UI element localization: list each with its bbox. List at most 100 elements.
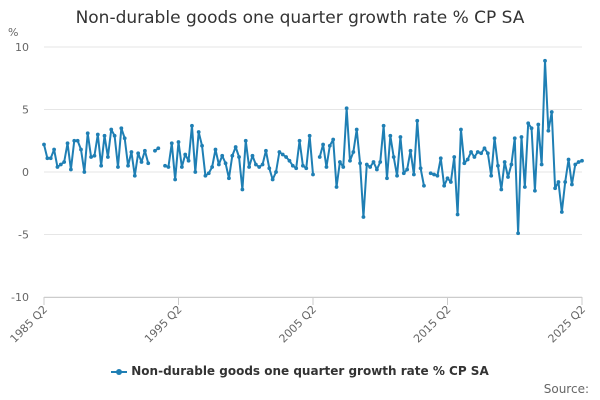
data-point [445, 176, 450, 181]
data-point [354, 127, 359, 132]
data-point [277, 150, 282, 154]
data-point [556, 180, 561, 184]
data-point [519, 135, 524, 139]
data-point [502, 160, 507, 164]
data-point [492, 136, 497, 141]
data-point [546, 128, 551, 133]
data-point [539, 162, 544, 167]
data-point [173, 177, 178, 182]
data-point [327, 143, 332, 148]
y-tick-label: -10 [11, 291, 29, 304]
data-point [216, 162, 221, 167]
data-point [304, 166, 309, 171]
data-point [499, 187, 504, 192]
data-point [294, 166, 299, 171]
data-point [52, 147, 56, 152]
data-point [482, 146, 487, 151]
data-point [448, 180, 453, 184]
data-point [260, 162, 265, 167]
data-point [190, 123, 194, 128]
y-unit-label: % [8, 26, 18, 39]
data-point [472, 155, 477, 159]
data-point [408, 148, 413, 153]
data-point [398, 135, 403, 139]
data-point [297, 138, 302, 143]
data-point [391, 155, 396, 159]
data-point [109, 127, 114, 132]
y-tick-label: 5 [22, 104, 29, 117]
data-point [153, 148, 157, 153]
x-axis-labels: 1985 Q2 1995 Q2 2005 Q2 2015 Q2 2025 Q2 [8, 303, 589, 346]
data-point [186, 158, 191, 163]
data-point [432, 172, 436, 177]
data-point [220, 153, 225, 158]
data-point [183, 152, 188, 157]
data-point [179, 165, 184, 169]
legend[interactable]: Non-durable goods one quarter growth rat… [0, 364, 600, 378]
data-point [351, 150, 356, 154]
data-point [95, 132, 100, 137]
data-point [512, 136, 517, 141]
data-point [69, 167, 73, 172]
data-point [475, 150, 480, 154]
data-point [566, 157, 571, 162]
data-point [311, 172, 315, 177]
data-point [58, 162, 63, 167]
x-tick-label: 2015 Q2 [411, 303, 454, 346]
data-point [344, 106, 349, 111]
data-point [203, 173, 208, 178]
data-point [307, 133, 312, 138]
data-point [233, 145, 238, 149]
x-axis [43, 297, 583, 305]
data-point [45, 156, 50, 161]
data-point [176, 140, 181, 144]
data-point [237, 155, 241, 159]
data-point [82, 170, 87, 174]
data-point [371, 160, 376, 164]
data-point [536, 122, 541, 127]
data-point [401, 171, 406, 176]
source-label: Source: [543, 382, 589, 396]
data-point [102, 133, 107, 138]
data-point [223, 161, 228, 166]
data-point [55, 165, 60, 169]
legend-label[interactable]: Non-durable goods one quarter growth rat… [131, 364, 489, 378]
data-point [112, 133, 117, 138]
data-point [243, 138, 248, 143]
data-point [361, 215, 366, 219]
data-point [257, 165, 262, 169]
data-point [331, 137, 336, 142]
data-point [479, 151, 484, 156]
data-point [549, 110, 554, 114]
x-tick-label: 1985 Q2 [8, 303, 51, 346]
data-point [85, 131, 90, 136]
data-point [422, 183, 426, 188]
data-point [553, 186, 557, 191]
data-point [428, 171, 433, 176]
data-point [522, 185, 527, 189]
data-point [99, 163, 104, 168]
data-point [459, 127, 463, 132]
data-point [240, 187, 245, 192]
data-point [415, 118, 420, 123]
legend-swatch [111, 368, 128, 375]
data-point [156, 146, 161, 151]
data-point [250, 153, 255, 158]
data-point [42, 142, 46, 147]
data-point [338, 160, 342, 164]
y-tick-label: -5 [18, 229, 29, 242]
data-point [580, 158, 584, 163]
data-point [213, 147, 218, 152]
data-point [48, 156, 53, 161]
data-point [200, 143, 204, 148]
data-point [465, 157, 470, 162]
data-point [374, 167, 379, 172]
data-point [570, 182, 574, 187]
data-point [196, 130, 201, 134]
data-point [247, 165, 252, 169]
data-point [89, 155, 93, 159]
data-point [516, 231, 521, 236]
data-point [210, 165, 215, 169]
x-tick-label: 2005 Q2 [277, 303, 320, 346]
data-point [163, 163, 167, 168]
